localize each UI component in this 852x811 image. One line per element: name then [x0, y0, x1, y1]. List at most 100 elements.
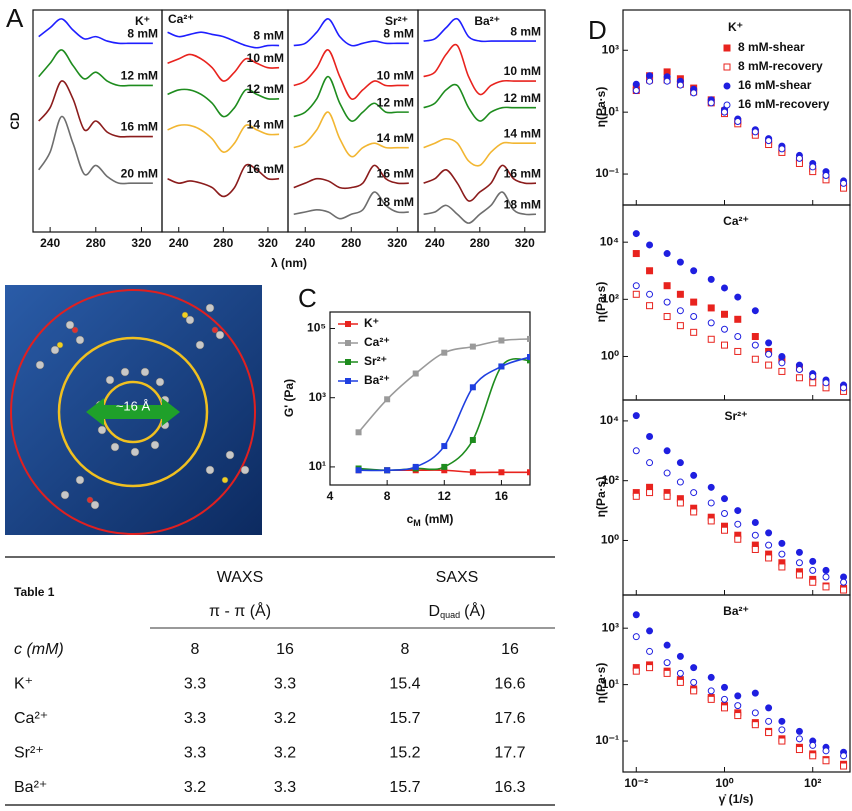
table-cell: 3.3 — [274, 676, 296, 693]
marker — [412, 370, 419, 377]
series-label: 12 mM — [121, 69, 158, 83]
label-part: quad — [440, 610, 460, 620]
marker — [707, 275, 715, 283]
marker — [646, 433, 654, 441]
table-row-label: c (mM) — [14, 641, 64, 658]
marker — [778, 717, 786, 725]
x-tick-label: 320 — [258, 236, 278, 250]
marker — [751, 333, 759, 341]
marker — [765, 704, 773, 712]
marker — [441, 463, 448, 470]
marker — [663, 641, 671, 649]
marker — [840, 586, 848, 594]
marker — [809, 578, 817, 586]
marker — [721, 526, 729, 534]
y-tick-label: 10⁰ — [601, 349, 619, 363]
marker — [646, 267, 654, 275]
marker — [632, 282, 640, 290]
marker — [721, 695, 729, 703]
series-label: 8 mM — [253, 29, 284, 43]
series-line — [293, 75, 409, 122]
x-tick-label: 240 — [169, 236, 189, 250]
marker — [663, 250, 671, 258]
chart: 10⁻¹ 10¹ 10³ K⁺ η(Pa·s) 8 mM-shear 8 mM-recove… — [594, 9, 851, 206]
x-axis-label: λ (nm) — [271, 256, 307, 270]
marker — [751, 709, 759, 717]
x-tick-label: 280 — [213, 236, 233, 250]
marker — [765, 729, 773, 737]
series-label: 10 mM — [247, 51, 284, 65]
label-part: c — [407, 512, 414, 526]
marker — [527, 357, 530, 364]
x-tick-label: 320 — [515, 236, 535, 250]
x-tick-label: 12 — [438, 489, 452, 503]
table-cell: 3.2 — [184, 779, 206, 796]
marker — [734, 520, 742, 528]
marker — [707, 673, 715, 681]
marker — [441, 443, 448, 450]
x-tick-label: 10⁻² — [624, 776, 648, 790]
label-part: (Å) — [464, 601, 485, 620]
marker — [734, 347, 742, 355]
marker — [778, 359, 786, 367]
marker — [765, 339, 773, 347]
series-label: 12 mM — [504, 91, 541, 105]
legend-label: 16 mM-shear — [738, 78, 812, 92]
marker — [676, 499, 684, 507]
marker — [751, 721, 759, 729]
marker — [498, 337, 505, 344]
y-tick-label: 10¹ — [309, 459, 326, 473]
marker — [734, 293, 742, 301]
series-label: 18 mM — [504, 197, 541, 211]
table-cell: 15.4 — [389, 676, 420, 693]
marker — [734, 712, 742, 720]
table-cell: 3.3 — [184, 676, 206, 693]
series-line — [423, 164, 537, 202]
chart: 10⁰ 10² 10⁴ Sr²⁺ η(Pa·s) — [594, 399, 851, 596]
marker — [840, 384, 848, 392]
marker — [795, 746, 803, 754]
marker — [822, 583, 830, 591]
label-part: D — [429, 603, 441, 620]
panel-title: K⁺ — [728, 20, 743, 34]
marker — [663, 313, 671, 321]
x-tick-label: 16 — [495, 489, 509, 503]
marker — [809, 752, 817, 760]
marker — [778, 367, 786, 375]
x-axis-label: γ̇ (1/s) — [719, 792, 754, 806]
marker — [469, 469, 476, 476]
marker — [690, 687, 698, 695]
marker — [676, 81, 684, 89]
marker — [469, 436, 476, 443]
series-line — [293, 18, 409, 47]
label-part: M — [413, 518, 421, 528]
table-row-label: Ba²⁺ — [14, 779, 47, 796]
series-line — [167, 31, 280, 49]
marker — [632, 633, 640, 641]
outer-ring — [10, 289, 256, 535]
panel-title: Sr²⁺ — [724, 409, 747, 423]
x-tick-label: 8 — [384, 489, 391, 503]
marker — [632, 412, 640, 420]
plot-frame — [622, 399, 851, 596]
y-axis-label: η(Pa·s) — [594, 87, 608, 128]
marker — [721, 310, 729, 318]
series-line — [38, 49, 153, 87]
table-cell: 16 — [501, 641, 519, 658]
chart: 240 280 320 K⁺ λ (nm) CD 8 mM 12 mM 16 mM 20 mM — [8, 9, 307, 270]
marker — [646, 241, 654, 249]
y-tick-label: 10⁰ — [601, 533, 619, 547]
x-tick-label: 280 — [341, 236, 361, 250]
marker — [822, 171, 830, 179]
marker — [632, 87, 640, 95]
marker — [809, 741, 817, 749]
x-tick-label: 280 — [86, 236, 106, 250]
y-axis-label: CD — [8, 112, 22, 130]
marker — [384, 467, 391, 474]
legend-label: Sr²⁺ — [364, 354, 387, 368]
marker — [822, 757, 830, 765]
series-line — [38, 115, 153, 185]
legend-label: Ca²⁺ — [364, 335, 390, 349]
y-tick-label: 10⁴ — [600, 234, 619, 248]
y-tick-label: 10³ — [602, 42, 619, 56]
